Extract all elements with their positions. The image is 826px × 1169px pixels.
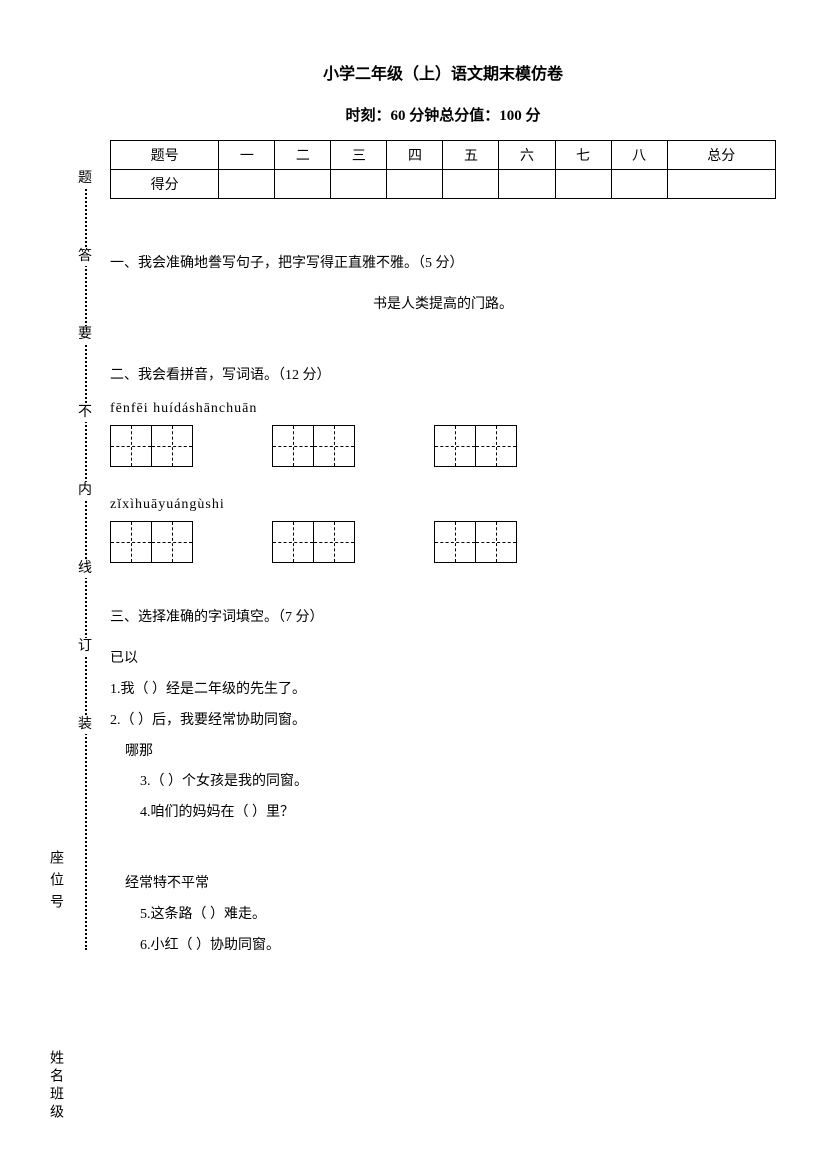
section-3-title: 三、选择准确的字词填空。（7 分） <box>110 603 776 634</box>
header-cell: 总分 <box>667 141 775 170</box>
question-3: 3.（ ）个女孩是我的同窗。 <box>110 767 776 798</box>
tian-box <box>475 425 517 467</box>
question-6: 6.小红（ ）协助同窗。 <box>110 931 776 962</box>
section-2-title: 二、我会看拼音，写词语。（12 分） <box>110 361 776 392</box>
header-cell: 七 <box>555 141 611 170</box>
tian-box <box>110 425 152 467</box>
header-cell: 三 <box>331 141 387 170</box>
tian-box <box>434 425 476 467</box>
row-label-cell: 得分 <box>111 170 219 199</box>
tian-box <box>475 521 517 563</box>
score-cell <box>219 170 275 199</box>
section-1-title: 一、我会准确地誊写句子，把字写得正直雅不雅。（5 分） <box>110 249 776 280</box>
tian-box <box>434 521 476 563</box>
bind-char: 线 <box>78 560 92 578</box>
header-cell: 二 <box>275 141 331 170</box>
binding-chars: 题 答 要 不 内 线 订 装 <box>78 170 92 734</box>
tian-pair <box>110 425 192 467</box>
bind-char: 要 <box>78 326 92 344</box>
exam-subtitle: 时刻：60 分钟总分值：100 分 <box>110 104 776 125</box>
bind-char: 不 <box>78 404 92 422</box>
table-row: 题号 一 二 三 四 五 六 七 八 总分 <box>111 141 776 170</box>
tian-row-1 <box>110 425 776 467</box>
tian-row-2 <box>110 521 776 563</box>
bind-char: 装 <box>78 716 92 734</box>
score-cell <box>499 170 555 199</box>
tian-pair <box>434 425 516 467</box>
exam-title: 小学二年级（上）语文期末模仿卷 <box>110 60 776 84</box>
header-cell: 八 <box>611 141 667 170</box>
tian-box <box>272 521 314 563</box>
header-cell: 一 <box>219 141 275 170</box>
question-5: 5.这条路（ ）难走。 <box>110 900 776 931</box>
tian-box <box>272 425 314 467</box>
word-pair-2: 哪那 <box>110 737 776 768</box>
section-1-quote: 书是人类提高的门路。 <box>110 290 776 321</box>
score-cell <box>387 170 443 199</box>
question-1: 1.我（ ）经是二年级的先生了。 <box>110 675 776 706</box>
tian-box <box>151 425 193 467</box>
question-2: 2.（ ）后，我要经常协助同窗。 <box>110 706 776 737</box>
pinyin-text-1: fēnfēi huídáshānchuān <box>110 401 776 417</box>
score-table: 题号 一 二 三 四 五 六 七 八 总分 得分 <box>110 140 776 199</box>
word-pair-3: 经常特不平常 <box>110 869 776 900</box>
name-class-label: 姓名班级 <box>45 1050 65 1122</box>
bind-char: 内 <box>78 482 92 500</box>
bind-char: 答 <box>78 248 92 266</box>
score-cell <box>555 170 611 199</box>
tian-pair <box>110 521 192 563</box>
bind-char: 题 <box>78 170 92 188</box>
table-row: 得分 <box>111 170 776 199</box>
score-cell <box>443 170 499 199</box>
header-cell: 六 <box>499 141 555 170</box>
tian-box <box>313 521 355 563</box>
tian-box <box>151 521 193 563</box>
main-content: 小学二年级（上）语文期末模仿卷 时刻：60 分钟总分值：100 分 题号 一 二… <box>110 60 776 961</box>
header-cell: 五 <box>443 141 499 170</box>
tian-box <box>110 521 152 563</box>
tian-pair <box>272 521 354 563</box>
tian-pair <box>434 521 516 563</box>
word-pair-1: 已以 <box>110 644 776 675</box>
tian-pair <box>272 425 354 467</box>
score-cell <box>611 170 667 199</box>
score-cell <box>275 170 331 199</box>
bind-char: 订 <box>78 638 92 656</box>
score-cell <box>667 170 775 199</box>
pinyin-text-2: zǐxìhuāyuángùshi <box>110 497 776 513</box>
seat-label: 座位号 <box>45 850 65 916</box>
header-cell: 四 <box>387 141 443 170</box>
tian-box <box>313 425 355 467</box>
header-cell: 题号 <box>111 141 219 170</box>
score-cell <box>331 170 387 199</box>
question-4: 4.咱们的妈妈在（ ）里？ <box>110 798 776 829</box>
